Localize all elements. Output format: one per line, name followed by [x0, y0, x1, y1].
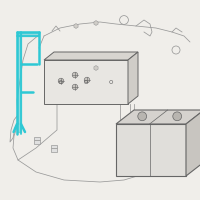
Bar	[116, 124, 186, 176]
Polygon shape	[116, 110, 200, 124]
Circle shape	[173, 112, 182, 121]
Circle shape	[72, 84, 78, 90]
Circle shape	[58, 78, 64, 84]
Circle shape	[72, 72, 78, 78]
Polygon shape	[186, 110, 200, 176]
Bar	[51, 148, 57, 152]
Bar	[44, 60, 128, 104]
Polygon shape	[128, 52, 138, 104]
Bar	[51, 145, 57, 148]
Bar	[34, 140, 40, 144]
Bar	[34, 137, 40, 140]
Circle shape	[84, 77, 90, 83]
Polygon shape	[44, 52, 138, 60]
Circle shape	[138, 112, 147, 121]
